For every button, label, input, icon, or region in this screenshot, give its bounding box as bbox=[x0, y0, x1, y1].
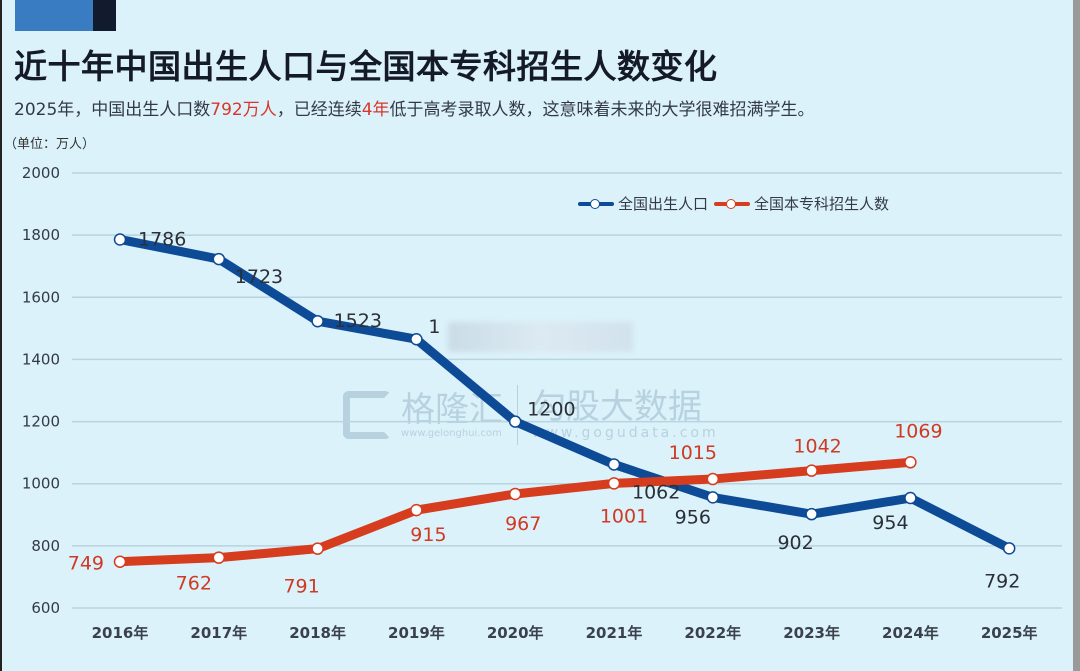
y-tick-label: 2000 bbox=[22, 164, 60, 182]
y-axis: 600 800 1000 1200 1400 1600 1800 2000 bbox=[22, 164, 60, 617]
data-label-births: 956 bbox=[675, 506, 711, 528]
data-label-enrollment: 1001 bbox=[600, 505, 648, 527]
data-point-enrollment[interactable] bbox=[904, 456, 917, 469]
data-label-enrollment: 1069 bbox=[894, 420, 942, 442]
data-label-enrollment: 915 bbox=[410, 524, 446, 546]
data-point-enrollment[interactable] bbox=[607, 477, 621, 490]
watermark-product: 勾股大数据 bbox=[532, 387, 702, 427]
data-point-enrollment[interactable] bbox=[212, 551, 226, 564]
data-label-enrollment: 791 bbox=[283, 576, 319, 598]
y-tick-label: 1600 bbox=[22, 288, 60, 306]
data-point-births[interactable] bbox=[410, 332, 423, 346]
watermark-brand-url: www.gelonghui.com bbox=[401, 427, 502, 439]
data-label-births: 1200 bbox=[527, 399, 575, 421]
data-point-births[interactable] bbox=[706, 491, 720, 504]
data-point-enrollment[interactable] bbox=[805, 464, 818, 477]
x-tick-label: 2022年 bbox=[684, 624, 741, 642]
subtitle-part: 低于高考录取人数，这意味着未来的大学很难招满学生。 bbox=[389, 100, 815, 120]
subtitle-part: ，已经连续 bbox=[276, 100, 362, 120]
header-accent-blue bbox=[15, 0, 93, 31]
x-axis: 2016年 2017年 2018年 2019年 2020年 2021年 2022年 2023年… bbox=[92, 624, 1038, 642]
legend-item-enrollment[interactable]: 全国本专科招生人数 bbox=[714, 193, 889, 214]
watermark-logo-icon bbox=[343, 391, 391, 439]
x-tick-label: 2017年 bbox=[190, 624, 247, 642]
data-point-enrollment[interactable] bbox=[113, 555, 127, 568]
right-frame-edge bbox=[1073, 0, 1080, 671]
legend-label-enrollment: 全国本专科招生人数 bbox=[754, 195, 890, 213]
data-point-births[interactable] bbox=[212, 252, 226, 266]
data-label-births: 792 bbox=[984, 570, 1020, 592]
data-point-births[interactable] bbox=[311, 314, 324, 328]
x-tick-label: 2016年 bbox=[92, 624, 149, 642]
data-label-births: 1786 bbox=[138, 228, 186, 250]
series-line-births bbox=[115, 234, 1014, 553]
data-point-births[interactable] bbox=[508, 415, 522, 428]
obscured-label-region bbox=[448, 322, 633, 352]
chart-title: 近十年中国出生人口与全国本专科招生人数变化 bbox=[14, 47, 718, 86]
legend-label-births: 全国出生人口 bbox=[618, 195, 709, 213]
data-point-enrollment[interactable] bbox=[311, 542, 324, 555]
data-point-births[interactable] bbox=[805, 507, 818, 521]
legend-item-births[interactable]: 全国出生人口 bbox=[578, 193, 708, 214]
data-point-births[interactable] bbox=[607, 458, 621, 471]
series-layer bbox=[113, 233, 1016, 568]
left-frame-edge bbox=[0, 0, 2, 671]
x-tick-label: 2023年 bbox=[783, 624, 840, 642]
data-point-enrollment[interactable] bbox=[410, 503, 423, 517]
subtitle-part: 2025年，中国出生人口数 bbox=[14, 100, 211, 120]
x-tick-label: 2024年 bbox=[882, 624, 939, 642]
x-tick-label: 2019年 bbox=[388, 624, 445, 642]
legend: 全国出生人口 全国本专科招生人数 bbox=[578, 193, 895, 214]
data-label-enrollment: 749 bbox=[68, 553, 104, 575]
data-point-births[interactable] bbox=[904, 491, 917, 505]
data-label-births: 1523 bbox=[334, 310, 382, 332]
data-point-births[interactable] bbox=[113, 233, 127, 246]
subtitle-highlight-births: 792万人 bbox=[210, 100, 277, 120]
legend-marker-blue-icon bbox=[578, 197, 614, 211]
watermark-product-url: www.gogudata.com bbox=[532, 425, 719, 441]
data-label-births: 1 bbox=[428, 316, 440, 338]
data-label-births: 902 bbox=[777, 532, 813, 554]
x-tick-label: 2021年 bbox=[586, 624, 643, 642]
legend-marker-red-icon bbox=[714, 197, 751, 211]
chart-subtitle: 2025年，中国出生人口数792万人，已经连续4年低于高考录取人数，这意味着未来… bbox=[14, 95, 815, 120]
x-tick-label: 2025年 bbox=[981, 624, 1038, 642]
data-label-enrollment: 1015 bbox=[669, 442, 717, 464]
data-label-births: 954 bbox=[872, 512, 908, 534]
data-label-births: 1062 bbox=[632, 481, 680, 503]
y-tick-label: 1400 bbox=[22, 350, 60, 368]
subtitle-highlight-years: 4年 bbox=[361, 100, 390, 120]
gridlines bbox=[72, 172, 1062, 609]
y-tick-label: 1200 bbox=[22, 413, 60, 431]
data-label-births: 1723 bbox=[235, 266, 283, 288]
data-labels: 1786 1723 1523 1 1200 1062 956 902 954 792 749 762 7… bbox=[68, 228, 1021, 597]
data-point-enrollment[interactable] bbox=[508, 487, 522, 501]
x-tick-label: 2018年 bbox=[289, 624, 346, 642]
header-accent-dark bbox=[93, 0, 116, 31]
watermark-divider bbox=[517, 385, 518, 445]
data-point-births[interactable] bbox=[1002, 542, 1016, 555]
data-label-enrollment: 967 bbox=[505, 513, 541, 535]
y-tick-label: 600 bbox=[31, 599, 60, 617]
unit-label: （单位：万人） bbox=[4, 137, 96, 152]
y-tick-label: 800 bbox=[31, 537, 60, 555]
y-tick-label: 1800 bbox=[22, 226, 60, 244]
data-point-enrollment[interactable] bbox=[706, 472, 720, 486]
data-label-enrollment: 762 bbox=[176, 573, 212, 595]
data-label-enrollment: 1042 bbox=[793, 436, 841, 458]
y-tick-label: 1000 bbox=[22, 475, 60, 493]
x-tick-label: 2020年 bbox=[487, 624, 544, 642]
